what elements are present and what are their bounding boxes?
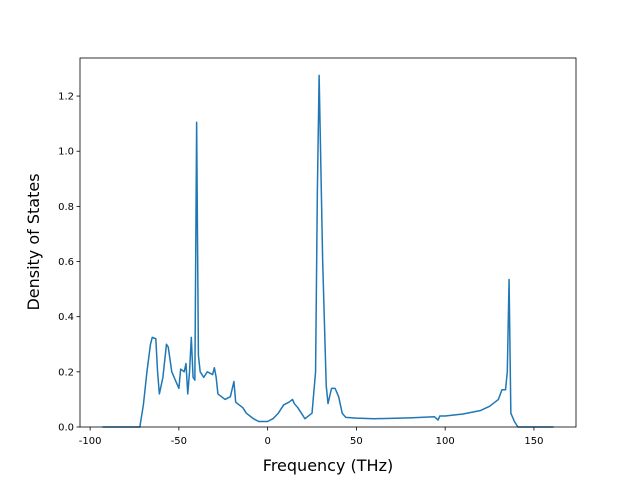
- y-tick-label: 0.6: [58, 257, 74, 268]
- data-line: [102, 74, 554, 428]
- x-tick-label: -100: [79, 436, 102, 447]
- y-tick-label: 1.0: [58, 147, 74, 158]
- x-tick-label: 0: [264, 436, 270, 447]
- y-tick-label: 0.8: [58, 202, 74, 213]
- x-tick-label: -50: [171, 436, 187, 447]
- x-tick-label: 50: [350, 436, 363, 447]
- x-tick-label: 150: [524, 436, 543, 447]
- y-tick-label: 0.4: [58, 312, 74, 323]
- x-axis-label: Frequency (THz): [263, 456, 393, 475]
- y-axis-label: Density of States: [24, 173, 43, 310]
- plot-frame: [79, 57, 577, 428]
- y-tick-label: 1.2: [58, 92, 74, 103]
- x-tick-label: 100: [436, 436, 455, 447]
- y-tick-label: 0.2: [58, 367, 74, 378]
- y-tick-label: 0.0: [58, 423, 74, 434]
